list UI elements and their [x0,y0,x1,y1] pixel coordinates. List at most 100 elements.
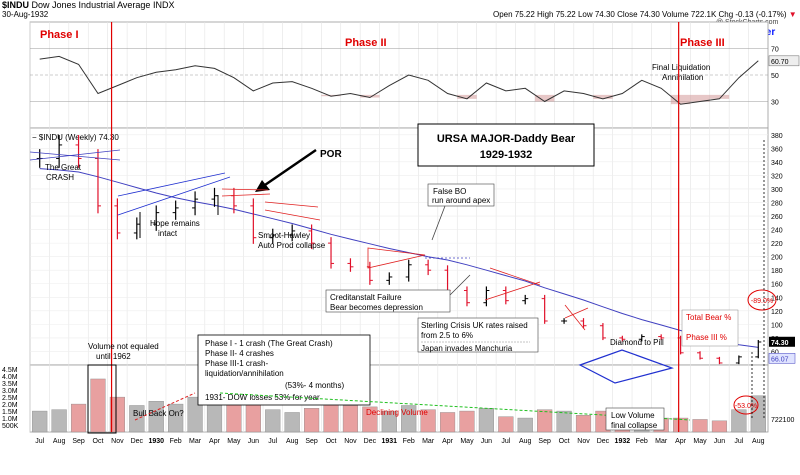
x-tick-label: Jul [268,438,277,445]
price-group: 380 360 340 320 300 280 260 240 220 200 180 160 140 1… [30,133,796,365]
volume-not-equaled-text: Volume not equaled [88,342,159,351]
phase3-pct-value: -53.0% [735,403,757,410]
false-bo-pointer [431,205,446,241]
creditanstalt-pointer [449,274,471,296]
x-tick-label: May [227,438,241,445]
x-tick-label: Jul [35,438,44,445]
volume-tick-label: 500K [2,423,19,430]
x-tick-label: Jul [501,438,510,445]
great-crash-text: CRASH [46,173,74,182]
chart-symbol-title: $INDU Dow Jones Industrial Average INDX [2,0,174,10]
volume-tick-label: 1.5M [2,409,18,416]
volume-bar [439,412,456,433]
volume-bar [32,410,48,433]
price-bar [405,259,412,282]
price-bar [269,228,276,244]
x-tick-label: Aug [519,438,532,445]
red-wedge-line [221,193,271,197]
price-bar [289,224,296,242]
price-bar [561,318,568,324]
declining-volume-text: Declining Volume [366,408,428,417]
total-pct-value: -89.0% [751,298,773,305]
indicator-last-value: 60.70 [771,59,789,66]
price-bar [56,135,63,168]
diamond-pattern [578,349,675,384]
phase-summary-line: Phase II- 4 crashes [205,349,274,358]
x-tick-label: Feb [636,438,648,445]
price-tick-label: 280 [771,200,783,207]
volume-bar [692,419,708,433]
x-tick-label: Apr [675,438,687,445]
exchange-label: INDX [152,0,175,10]
hope-text: intact [158,229,178,238]
total-pct-circle [747,289,777,311]
oversold-fill [457,94,477,99]
x-tick-label: Dec [597,438,610,445]
volume-bar [459,410,475,433]
price-tick-label: 120 [771,309,783,316]
price-bar [211,187,218,207]
price-bar [580,318,587,329]
diamond-text: Diamond to Pill [610,338,664,347]
phase-summary-line: (53%- 4 months) [285,381,344,390]
low-volume-box [605,407,665,431]
por-arrow-shaft [261,148,317,189]
volume-bar [673,417,689,433]
false-bo-text: run around apex [432,196,490,205]
indicator-last-box [768,55,800,67]
price-tick-label: 220 [771,241,783,248]
x-tick-label: Aug [286,438,299,445]
price-bar [658,334,665,341]
x-tick-label: Apr [442,438,454,445]
price-bar [755,339,762,359]
oversold-fill [690,94,710,102]
price-bar [94,149,101,214]
volume-bar [109,396,125,433]
volume-tick-label: 3.0M [2,388,18,395]
price-bar [502,286,509,305]
indicator-tick-label: 30 [771,100,779,107]
annihilation-text: Annihilation [662,73,703,82]
red-channel [564,307,589,319]
hope-text: Hope remains [150,219,200,228]
volume-bar [381,410,397,433]
price-bar [463,286,470,307]
total-bear-label: Total Bear % [686,313,731,322]
phase-summary-line: 1931- DOW losses 53% for year [205,393,320,402]
price-tick-label: 180 [771,268,783,275]
por-arrow-head [255,180,270,192]
volume-bar [284,412,300,433]
x-tick-label: Oct [93,438,104,445]
x-tick-label: Apr [209,438,221,445]
volume-bar [575,415,592,433]
indicator-tick-label: 50 [771,73,779,80]
price-bar [308,224,315,250]
x-tick-label: Jun [714,438,725,445]
volume-bar [498,416,514,433]
sterling-text: Sterling Crisis UK rates raised [421,321,528,330]
x-tick-label: May [460,438,474,445]
x-tick-label: Nov [577,438,590,445]
volume-bar [750,395,766,433]
chart-date: 30-Aug-1932 [2,10,49,19]
price-bar [541,294,548,324]
low-volume-text: Low Volume [611,411,655,420]
red-channel [489,267,541,286]
price-bar [522,294,529,305]
low-volume-text: final collapse [611,421,658,430]
price-bar [638,334,645,342]
volume-bar [517,417,533,433]
price-tick-label: 340 [771,160,783,167]
price-bar [172,200,179,220]
x-tick-label: Nov [111,438,124,445]
price-tick-label: 300 [771,187,783,194]
volume-bar [556,410,572,433]
volume-bar [90,378,106,433]
red-triangle [367,247,426,269]
title-box [417,123,595,167]
volume-bar [537,409,553,433]
price-tick-label: 100 [771,322,783,329]
phase-1-label: Phase I [40,29,79,41]
ma-value-box [768,353,796,364]
